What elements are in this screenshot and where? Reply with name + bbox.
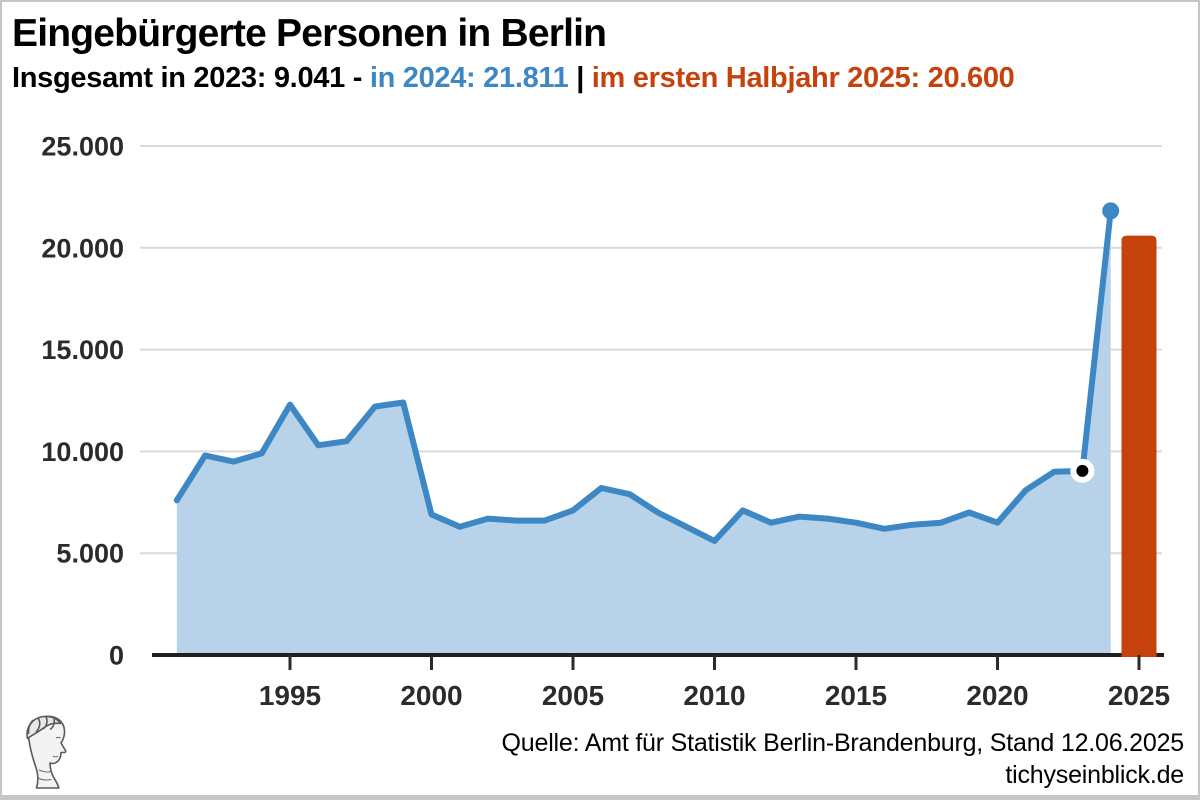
subtitle-separator-pipe: | [568,62,592,94]
line-series [173,207,1114,544]
chart-subtitle: Insgesamt in 2023: 9.041 - in 2024: 21.8… [12,62,1015,95]
y-tick-label: 10.000 [41,437,124,467]
subtitle-total-2023: Insgesamt in 2023: 9.041 [12,62,345,94]
source-caption: Quelle: Amt für Statistik Berlin-Branden… [501,729,1185,757]
bar-2025 [1121,235,1157,657]
x-tick-label: 1995 [259,680,321,711]
x-tick-label: 2015 [825,680,887,711]
website-caption: tichyseinblick.de [1005,761,1184,789]
x-tick-label: 2010 [683,680,745,711]
x-tick-label: 2025 [1108,680,1170,711]
x-tick-label: 2020 [966,680,1028,711]
y-tick-label: 5.000 [56,539,124,569]
y-tick-label: 0 [109,641,124,671]
y-tick-label: 15.000 [41,335,124,365]
marker-2024 [1102,202,1120,220]
chart-title: Eingebürgerte Personen in Berlin [12,12,607,55]
subtitle-half-2025: im ersten Halbjahr 2025: 20.600 [591,62,1015,94]
x-tick-label: 2000 [400,680,462,711]
y-tick-label: 20.000 [41,233,124,263]
y-tick-label: 25.000 [41,132,124,162]
subtitle-total-2024: in 2024: 21.811 [369,62,569,94]
subtitle-separator-dash: - [344,62,370,94]
x-tick-label: 2005 [542,680,604,711]
area-fill [176,210,1111,653]
tichys-einblick-logo [26,715,67,789]
marker-2023 [1070,458,1095,483]
